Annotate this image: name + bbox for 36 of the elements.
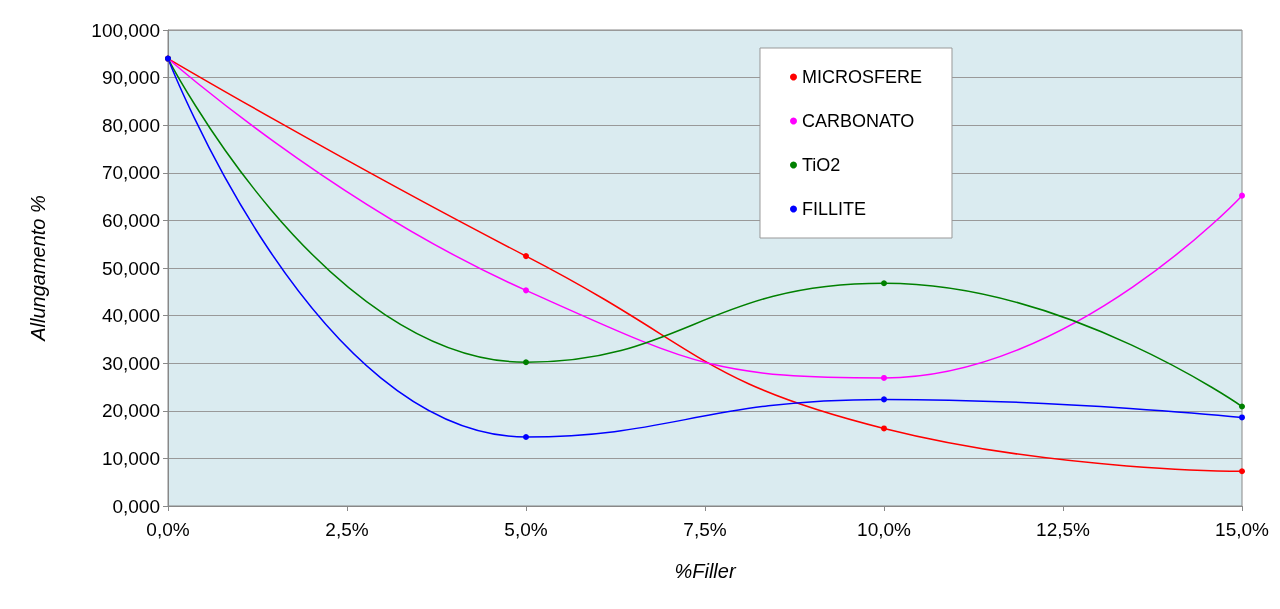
y-tick-label: 70,000 [101,162,160,184]
x-tick-label: 5,0% [504,519,548,540]
x-tick-label: 2,5% [325,519,369,540]
legend-label: MICROSFERE [801,67,923,87]
y-tick-label: 50,000 [101,257,160,279]
y-tick-label: 80,000 [101,114,160,136]
y-tick-label: 0,000 [112,495,160,517]
y-tick-label: 60,000 [101,209,160,231]
x-tick-label: 0,0% [146,519,190,540]
point [523,253,529,260]
y-tick-label: 30,000 [101,352,160,374]
x-tick-label: 10,0% [857,519,912,540]
point [881,396,887,403]
point [523,433,529,440]
legend-label: FILLITE [801,199,867,219]
x-tick-label: 15,0% [1215,519,1270,540]
x-tick-label: 7,5% [683,519,727,540]
y-tick-label: 20,000 [101,400,160,422]
point [881,280,887,287]
point [1239,403,1245,410]
point [523,287,529,294]
x-tick-label: 12,5% [1036,519,1091,540]
point [523,359,529,366]
point [881,374,887,381]
point [881,425,887,432]
y-tick-label: 90,000 [101,67,160,89]
y-tick-label: 40,000 [101,305,160,327]
legend-label: TiO2 [801,155,841,175]
y-tick-label: 100,000 [91,19,160,41]
point [1239,192,1245,199]
y-axis-title: Allungamento % [27,195,49,342]
x-axis-title: %Filler [674,560,737,582]
point [1239,468,1245,475]
point [1239,414,1245,421]
legend-label: CARBONATO [801,111,915,131]
y-tick-label: 10,000 [101,447,160,469]
